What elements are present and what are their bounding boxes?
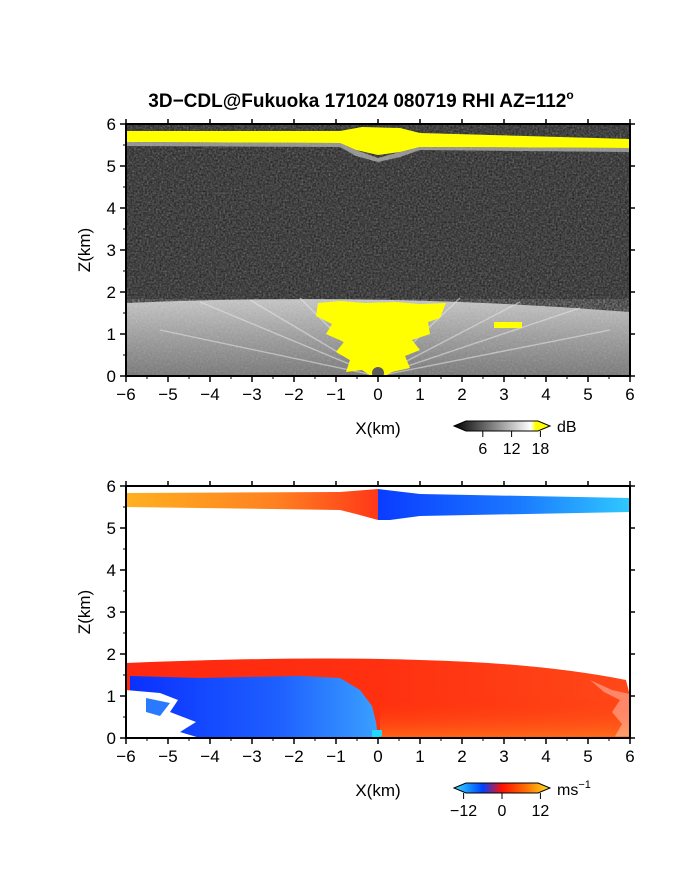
x-tick-label: 1 [415, 385, 424, 404]
x-tick-label: 0 [373, 385, 382, 404]
colorbar-tick-label: 12 [532, 803, 550, 820]
x-tick-label: 4 [541, 385, 550, 404]
x-tick-label: 3 [499, 747, 508, 766]
x-tick-label: 6 [625, 385, 634, 404]
y-tick-label: 3 [107, 241, 116, 260]
x-tick-label: −2 [284, 385, 303, 404]
colorbar-tick-label: 18 [532, 441, 550, 458]
y-tick-label: 1 [107, 325, 116, 344]
reflectivity-panel [126, 124, 630, 376]
x-tick-label: 2 [457, 747, 466, 766]
x-tick-label: −3 [242, 385, 261, 404]
colorbar-tick-label: 6 [478, 441, 487, 458]
x-tick-label: −2 [284, 747, 303, 766]
velocity-colorbar: −12 0 12 ms−1 [450, 779, 591, 820]
x-tick-label: −3 [242, 747, 261, 766]
velocity-axes: −6 −5 −4 −3 −2 −1 0 1 2 3 4 5 6 0 1 2 3 4 5 6 [107, 477, 635, 766]
cloud-band-left [126, 489, 378, 520]
x-tick-label: 5 [583, 385, 592, 404]
x-tick-label: −4 [200, 385, 219, 404]
y-tick-label: 0 [107, 367, 116, 386]
y-tick-label: 6 [107, 115, 116, 134]
reflectivity-xlabel: X(km) [355, 419, 400, 438]
velocity-colorbar-unit: ms−1 [557, 779, 591, 799]
x-tick-label: −6 [116, 747, 135, 766]
colorbar-tick-label: 0 [498, 803, 507, 820]
x-tick-label: −5 [158, 385, 177, 404]
yellow-core [316, 301, 446, 376]
y-tick-label: 2 [107, 283, 116, 302]
x-tick-label: 1 [415, 747, 424, 766]
x-tick-label: 2 [457, 385, 466, 404]
x-tick-label: −6 [116, 385, 135, 404]
reflectivity-colorbar-unit: dB [557, 419, 577, 436]
x-tick-label: −1 [326, 747, 345, 766]
x-tick-label: 3 [499, 385, 508, 404]
colorbar-tick-label: −12 [450, 803, 477, 820]
y-tick-label: 6 [107, 477, 116, 496]
y-tick-label: 4 [107, 561, 116, 580]
figure-title: 3D−CDL@Fukuoka 171024 080719 RHI AZ=112o [148, 88, 573, 112]
colorbar-tick-label: 12 [503, 441, 521, 458]
y-tick-label: 4 [107, 199, 116, 218]
cloud-band-right [378, 489, 630, 520]
x-tick-label: 5 [583, 747, 592, 766]
velocity-xlabel: X(km) [355, 781, 400, 800]
y-tick-label: 1 [107, 687, 116, 706]
y-tick-label: 0 [107, 729, 116, 748]
reflectivity-axes: −6 −5 −4 −3 −2 −1 0 1 2 3 4 5 6 0 1 2 3 4 5 6 [107, 115, 635, 404]
velocity-ylabel: Z(km) [75, 590, 94, 634]
y-tick-label: 3 [107, 603, 116, 622]
y-tick-label: 2 [107, 645, 116, 664]
y-tick-label: 5 [107, 157, 116, 176]
x-tick-label: −1 [326, 385, 345, 404]
cloud-band [126, 127, 630, 155]
x-tick-label: 0 [373, 747, 382, 766]
reflectivity-colorbar: 6 12 18 dB [452, 419, 577, 458]
x-tick-label: 4 [541, 747, 550, 766]
x-tick-label: 6 [625, 747, 634, 766]
x-tick-label: −4 [200, 747, 219, 766]
velocity-panel [126, 486, 630, 738]
x-tick-label: −5 [158, 747, 177, 766]
y-tick-label: 5 [107, 519, 116, 538]
reflectivity-ylabel: Z(km) [75, 228, 94, 272]
